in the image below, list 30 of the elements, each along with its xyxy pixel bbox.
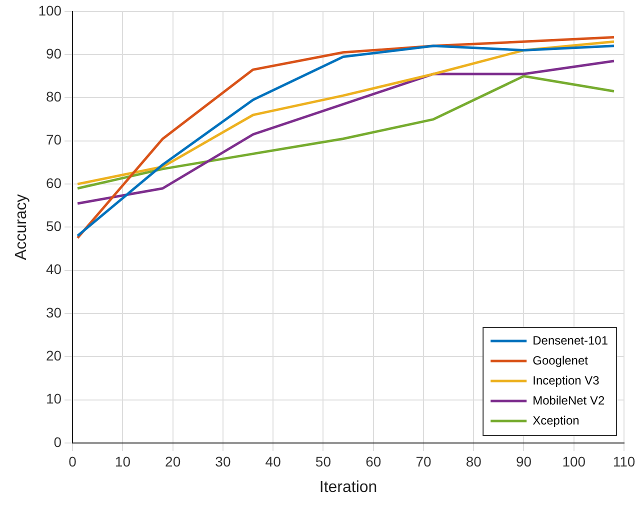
x-axis-title: Iteration (319, 478, 378, 496)
x-tick-label: 110 (612, 453, 636, 470)
x-tick-label: 0 (68, 453, 77, 470)
x-tick-label: 10 (114, 453, 131, 470)
x-tick-label: 30 (215, 453, 231, 470)
legend-label: MobileNet V2 (532, 393, 605, 408)
x-tick-label: 80 (466, 453, 482, 470)
y-tick-label: 50 (46, 218, 62, 234)
legend-label: Inception V3 (532, 373, 600, 388)
y-tick-label: 40 (46, 261, 62, 278)
x-tick-label: 40 (265, 453, 282, 470)
y-tick-label: 90 (46, 45, 62, 62)
legend-label: Googlenet (532, 353, 589, 368)
legend-label: Xception (532, 413, 580, 428)
x-tick-label: 90 (516, 453, 532, 470)
x-tick-label: 60 (366, 453, 382, 470)
y-axis-title: Accuracy (13, 194, 30, 260)
y-tick-label: 80 (46, 88, 62, 105)
y-tick-label: 60 (46, 174, 62, 191)
y-tick-label: 70 (46, 132, 62, 148)
y-tick-label: 0 (54, 434, 62, 450)
x-tick-label: 100 (562, 453, 586, 470)
legend-label: Densenet-101 (532, 333, 608, 348)
x-tick-label: 50 (315, 453, 332, 470)
y-tick-label: 10 (46, 390, 62, 407)
x-tick-label: 70 (416, 453, 432, 470)
y-tick-label: 30 (46, 304, 62, 320)
y-tick-label: 100 (38, 2, 62, 18)
x-tick-label: 20 (165, 453, 181, 470)
y-tick-label: 20 (46, 348, 62, 364)
